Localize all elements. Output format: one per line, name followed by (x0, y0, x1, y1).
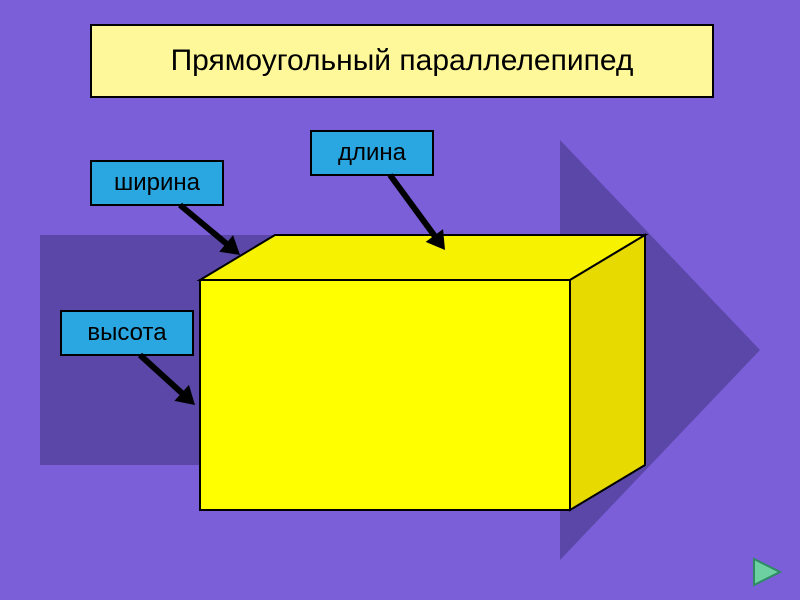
slide: Прямоугольный параллелепипед ширина длин… (0, 0, 800, 600)
label-arrows (0, 0, 800, 600)
next-slide-button[interactable] (750, 555, 784, 589)
